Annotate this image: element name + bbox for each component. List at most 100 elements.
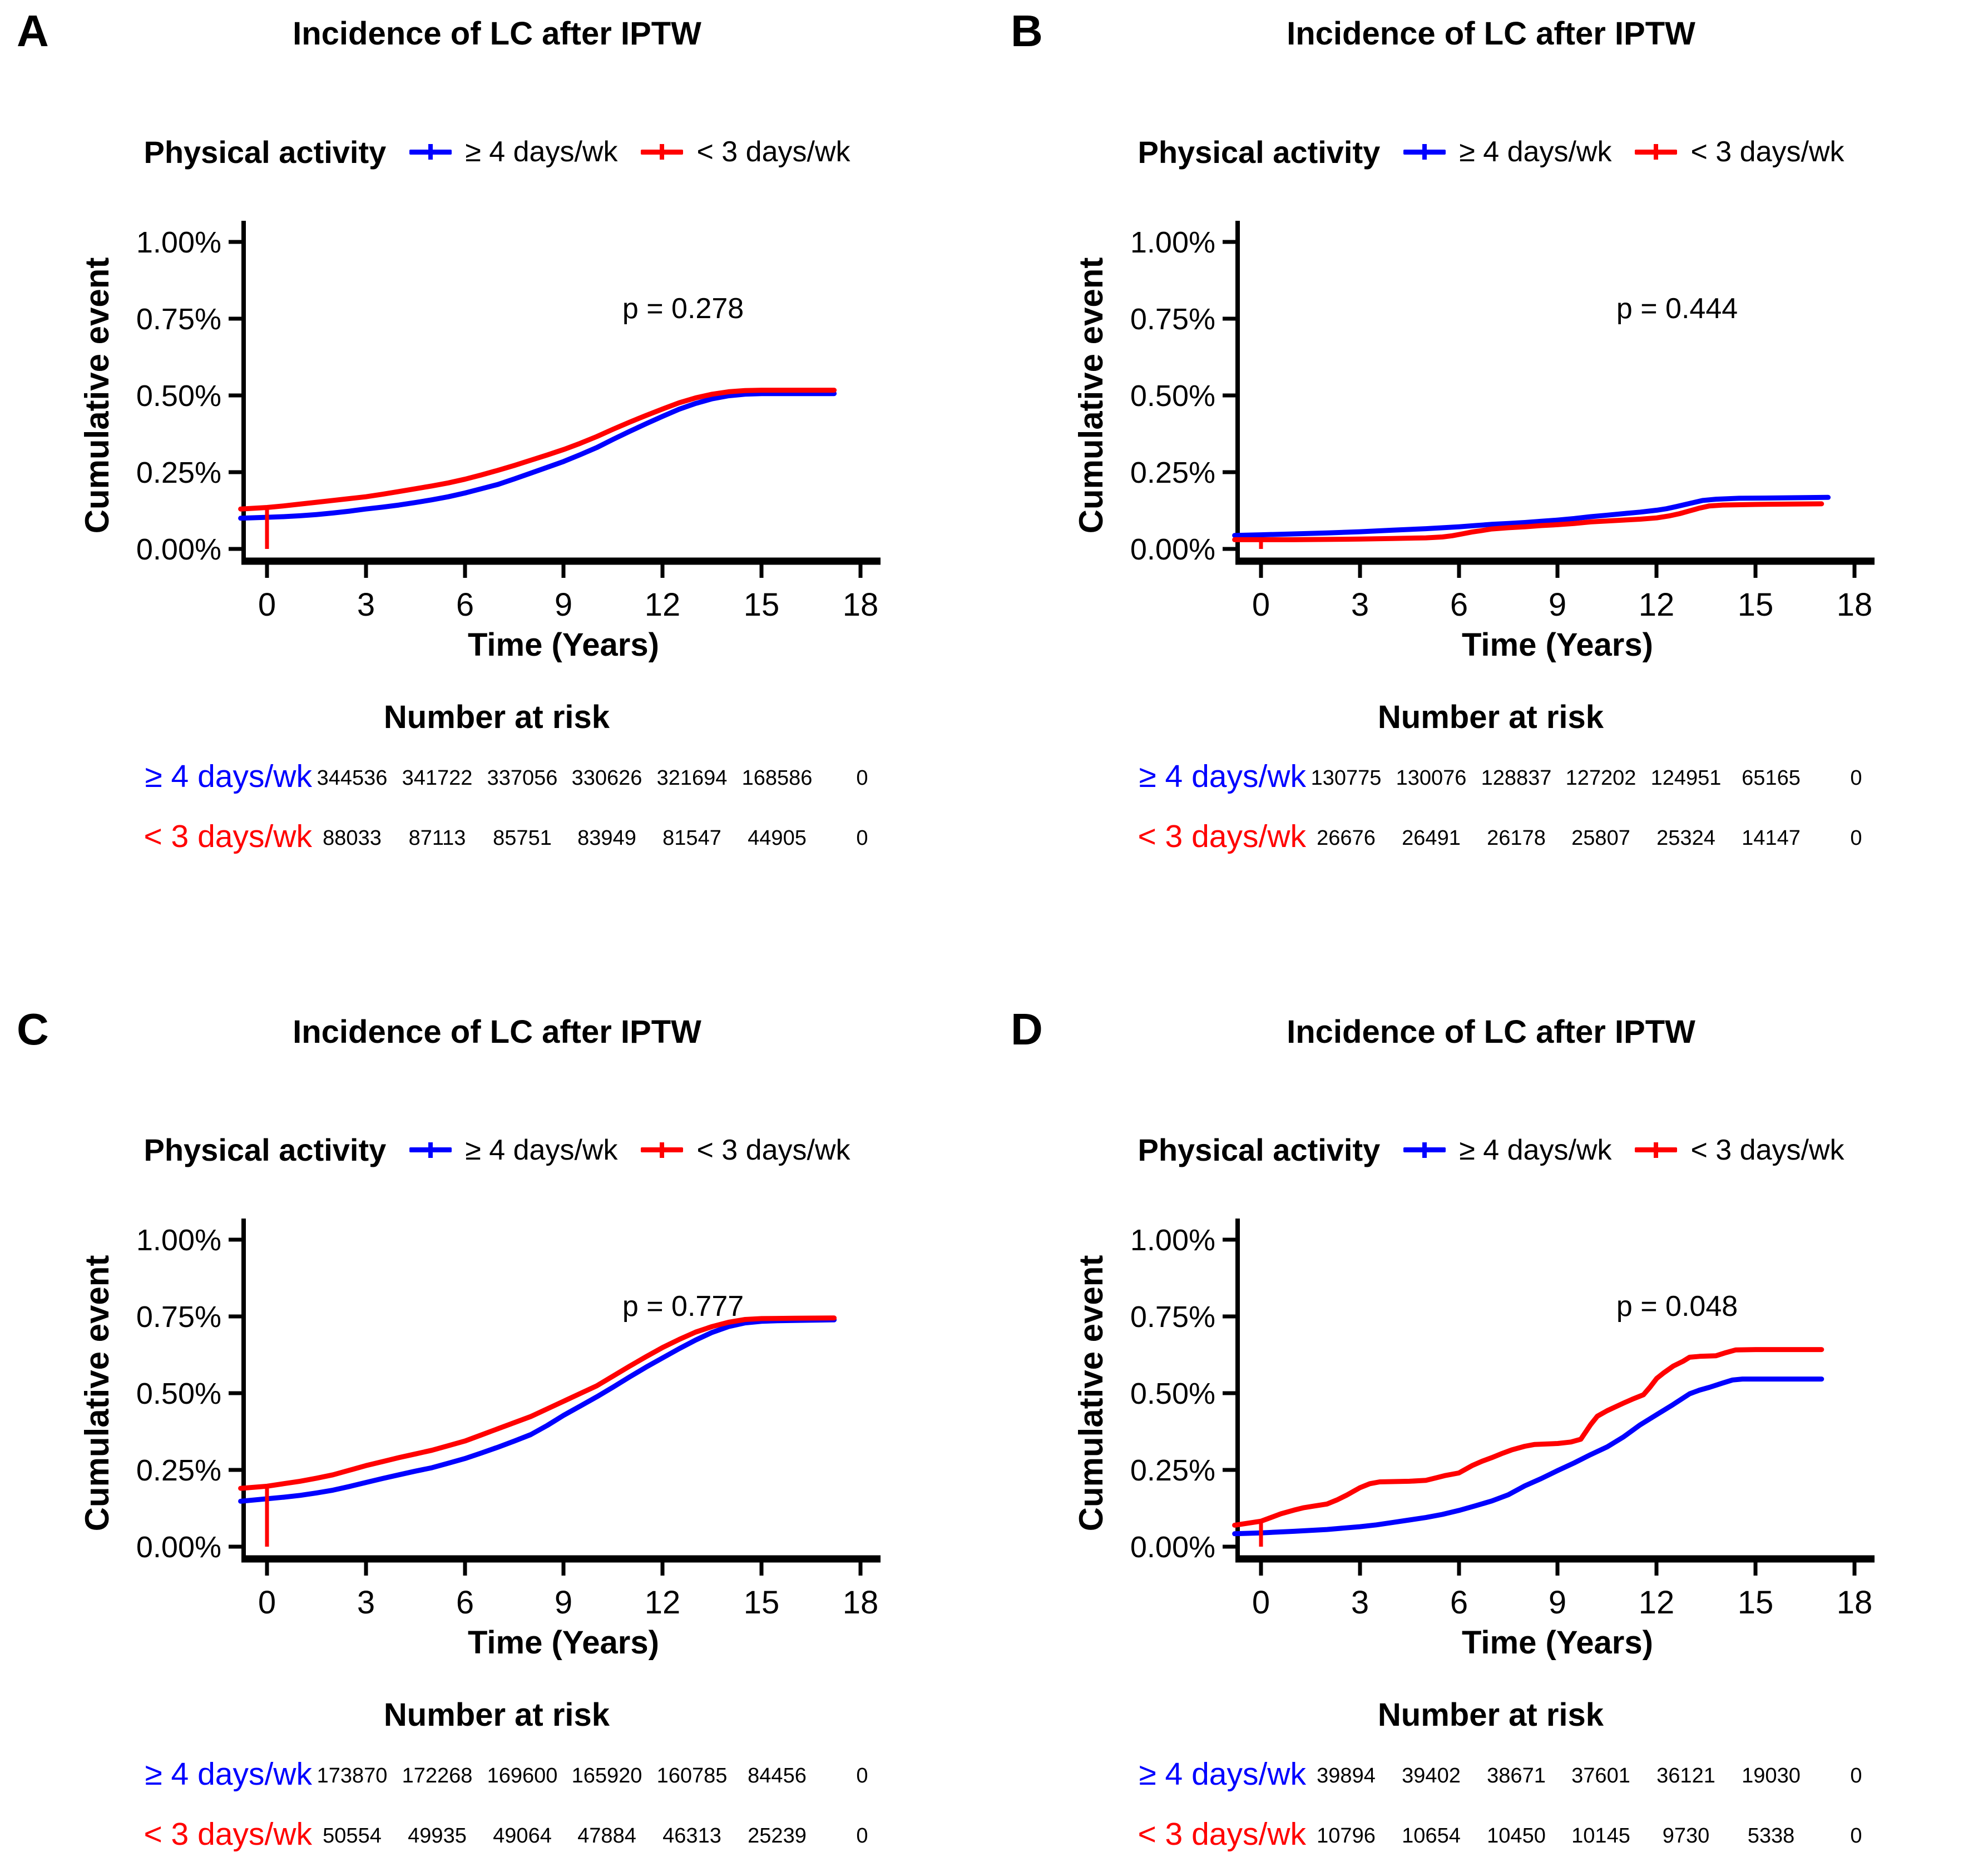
risk-count: 84456 bbox=[748, 1764, 807, 1788]
risk-row-label: ≥ 4 days/wk bbox=[145, 1756, 312, 1792]
legend: Physical activity ≥ 4 days/wk < 3 days/w… bbox=[0, 133, 994, 171]
svg-text:9: 9 bbox=[1549, 587, 1566, 623]
chart-area: Cumulative event 1.00% 0.75% 0.50% 0.25%… bbox=[80, 187, 914, 666]
risk-count: 26491 bbox=[1402, 826, 1461, 850]
risk-count: 25239 bbox=[748, 1824, 807, 1848]
km-panel: C Incidence of LC after IPTW Physical ac… bbox=[0, 929, 994, 1857]
svg-text:3: 3 bbox=[357, 1584, 375, 1621]
svg-text:0.25%: 0.25% bbox=[1130, 456, 1215, 489]
curve-lt3-days bbox=[238, 1315, 837, 1491]
risk-count: 87113 bbox=[408, 826, 466, 850]
risk-count: 83949 bbox=[577, 826, 636, 850]
legend-label-ge4: ≥ 4 days/wk bbox=[465, 1133, 618, 1166]
risk-row-ge4: ≥ 4 days/wk 173870 172268 169600 165920 … bbox=[80, 1754, 947, 1794]
legend: Physical activity ≥ 4 days/wk < 3 days/w… bbox=[994, 1131, 1988, 1168]
y-tick-marks bbox=[1223, 240, 1238, 551]
legend: Physical activity ≥ 4 days/wk < 3 days/w… bbox=[0, 1131, 994, 1168]
risk-count: 49935 bbox=[408, 1824, 467, 1848]
curve-ge4-days bbox=[238, 391, 837, 521]
risk-row-label: < 3 days/wk bbox=[1138, 818, 1306, 854]
svg-text:0.75%: 0.75% bbox=[136, 1300, 221, 1334]
curve-lt3-days bbox=[238, 387, 837, 512]
y-tick-labels: 1.00% 0.75% 0.50% 0.25% 0.00% bbox=[1130, 1224, 1215, 1564]
legend-key-line-red-icon bbox=[641, 149, 684, 155]
panel-letter: D bbox=[1011, 1004, 1043, 1054]
curve-ge4-days bbox=[238, 1317, 837, 1504]
risk-count: 321694 bbox=[656, 766, 728, 790]
legend-item-lt3: < 3 days/wk bbox=[1635, 1133, 1844, 1167]
risk-count: 10654 bbox=[1402, 1824, 1461, 1848]
svg-text:0: 0 bbox=[258, 587, 276, 623]
risk-row-label: ≥ 4 days/wk bbox=[1139, 758, 1306, 794]
y-axis-title: Cumulative event bbox=[80, 1255, 116, 1532]
risk-count: 5338 bbox=[1747, 1824, 1795, 1848]
risk-count: 10796 bbox=[1317, 1824, 1376, 1848]
risk-row-lt3: < 3 days/wk 10796 10654 10450 10145 9730… bbox=[1074, 1814, 1941, 1854]
y-axis-title: Cumulative event bbox=[1074, 257, 1110, 533]
svg-text:6: 6 bbox=[456, 1584, 474, 1621]
legend-title: Physical activity bbox=[144, 134, 387, 170]
chart-area: Cumulative event 1.00% 0.75% 0.50% 0.25%… bbox=[80, 1185, 914, 1663]
svg-text:18: 18 bbox=[1837, 587, 1873, 623]
risk-row-ge4: ≥ 4 days/wk 39894 39402 38671 37601 3612… bbox=[1074, 1754, 1941, 1794]
x-tick-labels: 0 3 6 9 12 15 18 bbox=[1252, 587, 1872, 623]
svg-text:1.00%: 1.00% bbox=[136, 226, 221, 259]
legend-key-line-red-icon bbox=[1635, 1147, 1678, 1153]
legend-item-ge4: ≥ 4 days/wk bbox=[409, 1133, 617, 1167]
chart-area: Cumulative event 1.00% 0.75% 0.50% 0.25%… bbox=[1074, 187, 1908, 666]
risk-count: 0 bbox=[856, 1824, 868, 1848]
chart-title: Incidence of LC after IPTW bbox=[1287, 1013, 1695, 1050]
risk-count: 169600 bbox=[487, 1764, 558, 1788]
svg-text:12: 12 bbox=[1639, 1584, 1675, 1621]
legend-label-ge4: ≥ 4 days/wk bbox=[465, 136, 618, 169]
y-tick-labels: 1.00% 0.75% 0.50% 0.25% 0.00% bbox=[136, 1224, 221, 1564]
risk-count: 37601 bbox=[1571, 1764, 1630, 1788]
legend-label-lt3: < 3 days/wk bbox=[696, 136, 850, 169]
legend-item-lt3: < 3 days/wk bbox=[1635, 135, 1844, 169]
chart-title: Incidence of LC after IPTW bbox=[293, 16, 701, 52]
x-tick-marks bbox=[265, 1559, 863, 1576]
svg-text:1.00%: 1.00% bbox=[1130, 1224, 1215, 1257]
svg-text:0.50%: 0.50% bbox=[1130, 1377, 1215, 1410]
svg-text:0.25%: 0.25% bbox=[1130, 1454, 1215, 1487]
risk-count: 130775 bbox=[1311, 766, 1382, 790]
y-tick-labels: 1.00% 0.75% 0.50% 0.25% 0.00% bbox=[136, 226, 221, 566]
svg-text:15: 15 bbox=[1738, 587, 1774, 623]
risk-count: 10145 bbox=[1571, 1824, 1630, 1848]
x-tick-marks bbox=[265, 561, 863, 578]
risk-row-label: ≥ 4 days/wk bbox=[145, 758, 312, 794]
svg-text:0.75%: 0.75% bbox=[1130, 303, 1215, 336]
risk-row-label: < 3 days/wk bbox=[144, 1816, 312, 1853]
svg-text:15: 15 bbox=[744, 1584, 780, 1621]
svg-text:0.00%: 0.00% bbox=[136, 533, 221, 566]
risk-row-ge4: ≥ 4 days/wk 130775 130076 128837 127202 … bbox=[1074, 756, 1941, 796]
panel-letter: C bbox=[17, 1004, 49, 1054]
p-value-label: p = 0.278 bbox=[622, 293, 744, 325]
km-plot: Cumulative event 1.00% 0.75% 0.50% 0.25%… bbox=[1074, 220, 1875, 663]
legend-label-lt3: < 3 days/wk bbox=[1690, 1133, 1844, 1166]
risk-row-label: < 3 days/wk bbox=[144, 818, 312, 854]
svg-text:0: 0 bbox=[1252, 1584, 1270, 1621]
panel-letter: B bbox=[1011, 6, 1043, 56]
svg-text:18: 18 bbox=[843, 587, 879, 623]
p-value-label: p = 0.048 bbox=[1616, 1290, 1738, 1323]
risk-count: 0 bbox=[856, 766, 868, 790]
y-tick-marks bbox=[229, 240, 244, 551]
risk-count: 47884 bbox=[577, 1824, 636, 1848]
svg-text:3: 3 bbox=[1351, 587, 1369, 623]
risk-row-label: ≥ 4 days/wk bbox=[1139, 1756, 1306, 1792]
svg-text:15: 15 bbox=[1738, 1584, 1774, 1621]
risk-count: 160785 bbox=[656, 1764, 728, 1788]
svg-text:9: 9 bbox=[555, 1584, 572, 1621]
svg-text:0.75%: 0.75% bbox=[136, 303, 221, 336]
risk-table: Number at risk ≥ 4 days/wk 173870 172268… bbox=[80, 1697, 947, 1854]
y-axis-title: Cumulative event bbox=[80, 257, 116, 533]
x-axis-title: Time (Years) bbox=[1462, 1625, 1653, 1661]
risk-count: 0 bbox=[1850, 1764, 1862, 1788]
x-tick-marks bbox=[1259, 561, 1857, 578]
legend-label-lt3: < 3 days/wk bbox=[696, 1133, 850, 1166]
risk-count: 0 bbox=[1850, 766, 1862, 790]
risk-count: 130076 bbox=[1396, 766, 1467, 790]
km-plot: Cumulative event 1.00% 0.75% 0.50% 0.25%… bbox=[1074, 1219, 1875, 1661]
